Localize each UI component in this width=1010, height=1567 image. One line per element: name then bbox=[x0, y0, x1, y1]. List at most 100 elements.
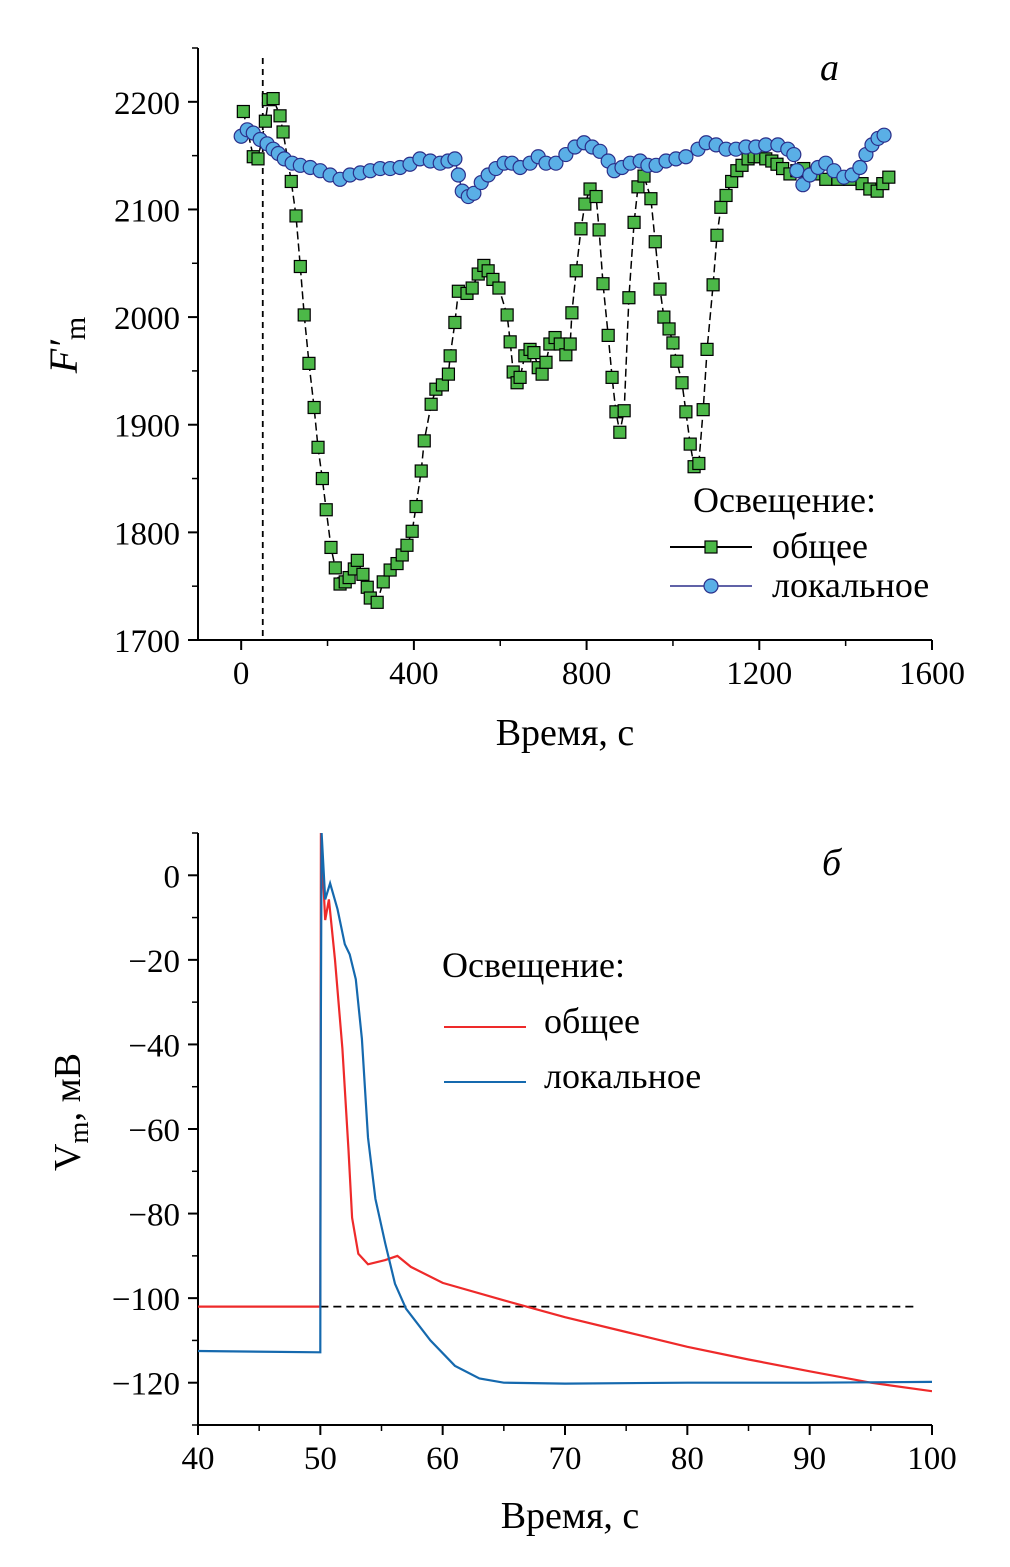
y-tick-label: 1800 bbox=[114, 516, 180, 552]
data-point-general bbox=[350, 553, 364, 567]
data-point-general bbox=[297, 308, 311, 322]
legend-b-label-local: локальное bbox=[544, 1056, 701, 1096]
x-tick-label: 400 bbox=[389, 656, 439, 692]
data-point-general bbox=[539, 355, 553, 369]
legend-a-marker-circle bbox=[703, 578, 719, 594]
data-point-general bbox=[565, 306, 579, 320]
data-point-general bbox=[319, 503, 333, 517]
panel-a-y-axis-title: F′m bbox=[41, 317, 92, 375]
y-tick-label: −20 bbox=[128, 944, 180, 980]
panel-a-label: a bbox=[820, 47, 839, 89]
y-tick-label: 2200 bbox=[114, 86, 180, 122]
y-tick-label: 1900 bbox=[114, 409, 180, 445]
data-point-general bbox=[700, 342, 714, 356]
y-tick-label: −80 bbox=[128, 1198, 180, 1234]
panel-a-x-axis-title: Время, с bbox=[496, 712, 635, 754]
data-point-general bbox=[441, 367, 456, 381]
data-point-general bbox=[405, 524, 419, 538]
data-point-general bbox=[527, 346, 541, 360]
data-point-general bbox=[376, 575, 390, 589]
x-tick-label: 80 bbox=[671, 1441, 704, 1477]
data-point-general bbox=[251, 152, 265, 166]
data-point-general bbox=[293, 259, 307, 274]
data-point-general bbox=[696, 403, 710, 417]
data-point-local bbox=[789, 163, 805, 179]
data-point-general bbox=[666, 336, 680, 350]
data-point-general bbox=[882, 170, 896, 184]
data-point-general bbox=[714, 200, 728, 214]
data-point-local bbox=[592, 143, 608, 159]
data-point-local bbox=[447, 151, 463, 167]
x-tick-label: 1200 bbox=[726, 656, 792, 692]
data-point-general bbox=[578, 197, 592, 211]
x-tick-label: 800 bbox=[562, 656, 612, 692]
data-point-general bbox=[400, 538, 414, 552]
legend-a-marker-square bbox=[704, 540, 718, 554]
x-tick-label: 90 bbox=[793, 1441, 826, 1477]
data-point-general bbox=[500, 308, 514, 322]
data-point-general bbox=[328, 561, 342, 575]
data-point-general bbox=[356, 567, 370, 581]
data-point-general bbox=[417, 434, 431, 448]
data-point-general bbox=[465, 281, 479, 295]
data-point-general bbox=[683, 437, 697, 451]
data-point-general bbox=[266, 91, 280, 106]
data-point-general bbox=[284, 174, 298, 189]
legend-a: Освещение: общее локальное bbox=[670, 480, 929, 605]
data-point-general bbox=[627, 215, 641, 229]
data-point-general bbox=[574, 222, 588, 236]
data-point-local bbox=[548, 155, 564, 171]
data-point-general bbox=[276, 125, 290, 139]
y-tick-label: −60 bbox=[128, 1113, 180, 1149]
data-point-general bbox=[409, 499, 423, 514]
legend-b-label-general: общее bbox=[544, 1001, 640, 1041]
series-line-general bbox=[198, 833, 932, 1393]
data-point-general bbox=[622, 291, 636, 305]
y-tick-label: −40 bbox=[128, 1028, 180, 1064]
panel-a: 0 400 800 1200 1600 1700 1800 1900 2000 2100 2200 bbox=[114, 47, 965, 692]
data-point-general bbox=[589, 189, 603, 204]
data-point-local bbox=[786, 146, 802, 163]
plot-area bbox=[198, 833, 932, 1393]
x-tick-label: 1600 bbox=[899, 656, 965, 692]
data-point-general bbox=[492, 281, 506, 295]
x-tick-label: 60 bbox=[426, 1441, 459, 1477]
data-point-general bbox=[592, 223, 606, 237]
data-point-general bbox=[710, 228, 724, 242]
data-point-local bbox=[876, 127, 892, 143]
data-point-general bbox=[448, 315, 462, 330]
data-point-general bbox=[311, 440, 325, 454]
x-tick-label: 40 bbox=[182, 1441, 215, 1477]
y-tick-label: 2000 bbox=[114, 301, 180, 337]
data-point-general bbox=[443, 349, 457, 363]
x-tick-label: 100 bbox=[907, 1441, 957, 1477]
data-point-general bbox=[424, 397, 438, 411]
series-line-local bbox=[198, 833, 932, 1385]
data-point-general bbox=[236, 104, 250, 119]
data-point-general bbox=[370, 595, 384, 609]
y-tick-label: −100 bbox=[112, 1282, 180, 1318]
legend-a-label-general: общее bbox=[772, 526, 868, 566]
panel-b-y-axis-title: Vm, мВ bbox=[47, 1053, 95, 1171]
y-tick-label: −120 bbox=[112, 1367, 180, 1403]
data-point-general bbox=[324, 540, 338, 555]
data-point-local bbox=[450, 167, 466, 183]
data-point-general bbox=[563, 337, 577, 351]
data-point-general bbox=[675, 376, 689, 390]
data-point-general bbox=[653, 282, 667, 296]
data-point-general bbox=[302, 356, 316, 370]
plot-area bbox=[233, 58, 896, 640]
x-tick-label: 70 bbox=[549, 1441, 582, 1477]
data-point-local bbox=[852, 159, 868, 176]
data-point-general bbox=[644, 192, 658, 206]
panel-b-label: б bbox=[822, 842, 843, 884]
data-point-general bbox=[414, 464, 428, 478]
legend-b: Освещение: общее локальное bbox=[442, 945, 701, 1096]
data-point-general bbox=[670, 354, 684, 368]
data-point-general bbox=[289, 209, 303, 223]
y-tick-label: 2100 bbox=[114, 193, 180, 229]
data-point-general bbox=[273, 109, 287, 123]
data-point-general bbox=[648, 235, 662, 249]
data-point-general bbox=[605, 370, 619, 384]
